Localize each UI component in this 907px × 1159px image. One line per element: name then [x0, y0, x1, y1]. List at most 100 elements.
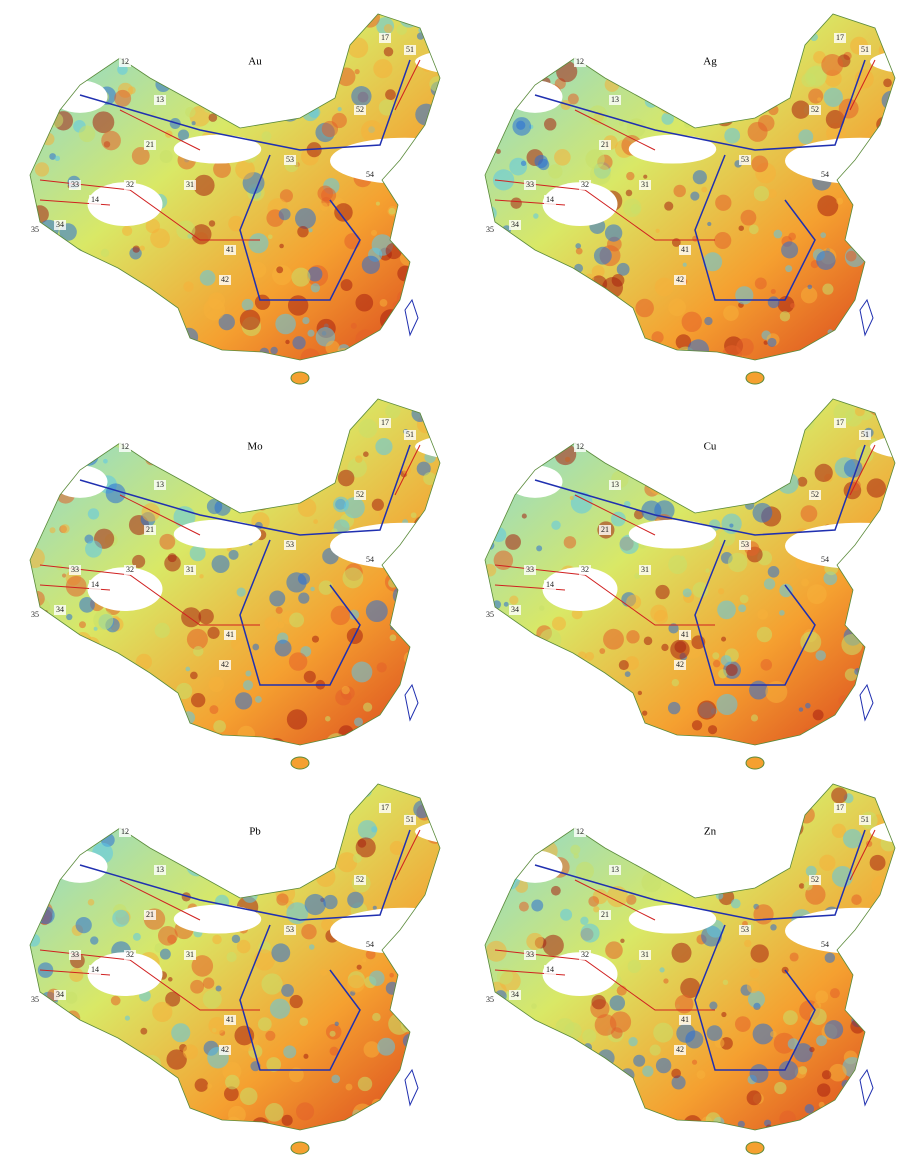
- label-box: [404, 430, 416, 440]
- blob: [351, 86, 372, 107]
- region-label: 41: [226, 245, 234, 254]
- blob: [208, 358, 221, 360]
- blob: [623, 434, 629, 440]
- label-box: [739, 925, 751, 935]
- blob: [774, 33, 783, 41]
- blob: [604, 792, 622, 810]
- blob: [286, 709, 308, 730]
- blob: [325, 340, 340, 355]
- boundary-red: [494, 829, 876, 1011]
- blob: [299, 1017, 309, 1027]
- blob: [47, 1031, 63, 1046]
- blob: [664, 487, 670, 493]
- region-label: 53: [741, 925, 749, 934]
- blob: [279, 243, 284, 249]
- blob: [165, 33, 176, 44]
- region-label: 33: [526, 180, 534, 189]
- no-data: [173, 134, 262, 164]
- blob: [506, 648, 528, 670]
- blob: [111, 305, 123, 317]
- blob: [853, 1007, 870, 1024]
- label-box: [224, 1015, 236, 1025]
- blob: [563, 536, 577, 549]
- blob: [671, 678, 680, 687]
- blob: [53, 430, 67, 443]
- blob: [751, 155, 769, 173]
- boundary-blue: [534, 444, 866, 686]
- blob: [724, 127, 741, 144]
- blob: [323, 894, 338, 910]
- region-label: 54: [821, 555, 829, 564]
- label-box: [579, 565, 591, 575]
- blob: [752, 784, 772, 803]
- blob: [15, 52, 26, 63]
- blob: [258, 415, 270, 427]
- blob: [570, 491, 593, 514]
- blob: [568, 692, 578, 702]
- blob: [105, 483, 126, 504]
- blob: [276, 266, 284, 274]
- blob: [808, 88, 824, 104]
- blob: [424, 556, 434, 567]
- blob: [778, 1060, 799, 1081]
- blob: [239, 309, 261, 331]
- blob: [388, 578, 398, 588]
- blob: [308, 228, 313, 233]
- blob: [779, 610, 785, 616]
- region-label: 31: [641, 950, 649, 959]
- blob: [228, 549, 239, 560]
- blob: [510, 14, 531, 33]
- hainan: [290, 1141, 310, 1155]
- blob: [706, 410, 713, 416]
- label-box: [364, 555, 376, 565]
- blob: [565, 817, 576, 828]
- blob: [881, 241, 895, 257]
- blob: [87, 33, 97, 43]
- blob: [33, 673, 48, 689]
- blob: [250, 261, 267, 278]
- blob: [273, 462, 288, 477]
- blob: [552, 399, 560, 402]
- blob: [251, 1117, 270, 1130]
- blob: [301, 80, 307, 85]
- blob: [516, 431, 533, 448]
- blob: [191, 224, 212, 245]
- label-box: [29, 995, 41, 1005]
- blob: [485, 664, 488, 686]
- blob: [604, 224, 623, 242]
- blob: [485, 120, 492, 136]
- blob: [552, 296, 574, 318]
- region-label: 42: [221, 660, 229, 669]
- blob: [542, 701, 557, 716]
- blob: [181, 892, 191, 902]
- region-label: 52: [811, 875, 819, 884]
- region-label: 42: [676, 660, 684, 669]
- region-label: 34: [511, 990, 519, 999]
- blob: [711, 355, 725, 360]
- blob: [497, 805, 515, 823]
- blob: [473, 651, 478, 656]
- blob: [262, 14, 283, 33]
- blob: [49, 153, 57, 160]
- blob: [822, 784, 827, 789]
- blob: [565, 720, 585, 740]
- blob: [505, 691, 522, 708]
- blob: [30, 296, 37, 318]
- blob: [744, 939, 752, 948]
- blob: [194, 1078, 209, 1092]
- blob: [157, 455, 169, 466]
- blob: [79, 446, 99, 466]
- region-label: 21: [601, 525, 609, 534]
- panel-title: Pb: [249, 826, 261, 838]
- blob: [772, 810, 787, 824]
- region-label: 13: [156, 865, 164, 874]
- blob: [325, 733, 348, 745]
- blob: [167, 977, 173, 982]
- blob: [252, 643, 260, 651]
- boundary-red: [39, 59, 421, 241]
- region-label: 13: [156, 95, 164, 104]
- blob: [503, 730, 519, 745]
- blob: [202, 989, 222, 1009]
- blob: [78, 125, 96, 143]
- blob: [712, 414, 731, 432]
